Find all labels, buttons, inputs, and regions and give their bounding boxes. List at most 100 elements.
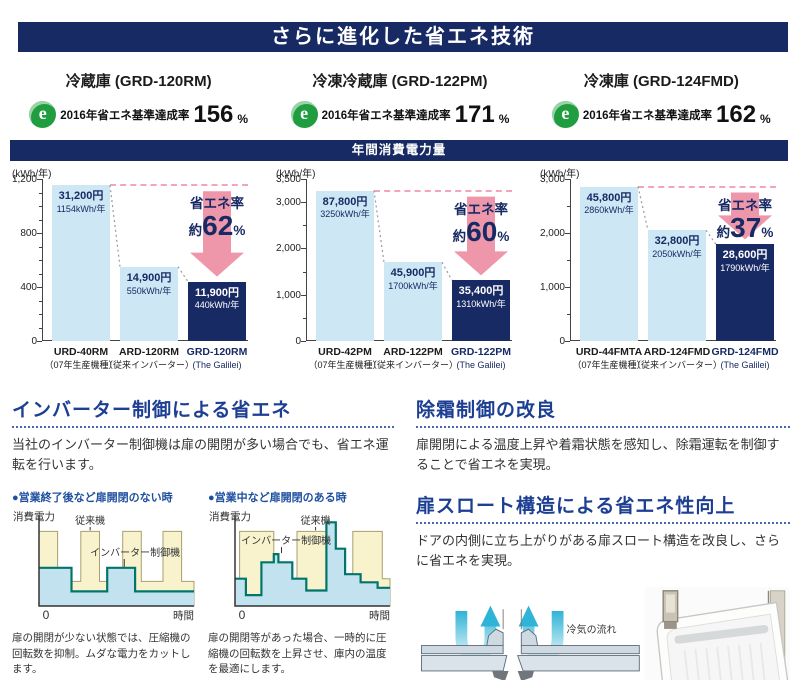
model-label: ARD-122PM	[383, 346, 443, 358]
energy-rating: e 2016年省エネ基準達成率 171 %	[269, 101, 530, 128]
bar-galilei	[188, 281, 246, 341]
x-axis-label: GRD-122PM (The Galilei)	[434, 346, 528, 371]
bar-value-annotation: 35,400円 1310kWh/年	[441, 285, 521, 310]
model-note: (The Galilei)	[192, 359, 242, 370]
y-minor-tick	[39, 219, 42, 221]
y-axis-title: 消費電力	[209, 510, 251, 523]
inverter-series-label: インバーター制御機	[241, 534, 331, 547]
chart-overlay	[109, 185, 244, 282]
savings-value-line: 約60%	[419, 217, 543, 246]
y-major-tick	[301, 202, 306, 204]
savings-approx: 約	[716, 224, 731, 240]
savings-approx: 約	[452, 228, 467, 244]
y-minor-tick	[39, 246, 42, 248]
x-axis-label: GRD-120RM (The Galilei)	[170, 346, 264, 371]
bar-kwh-label: 550kWh/年	[126, 285, 172, 296]
inverter-section: インバーター制御による省エネ 当社のインバーター制御機は扉の開閉が多い場合でも、…	[12, 395, 394, 680]
throat-section-body: ドアの内側に立ち上がりがある扉スロート構造を改良し、さらに省エネを実現。	[416, 533, 781, 569]
y-tick-label: 1,200	[11, 174, 37, 185]
defrost-section: 除霜制御の改良 扉開閉による温度上昇や着霜状態を感知し、除霜運転を制御することで…	[416, 395, 790, 475]
model-label: ARD-120RM	[118, 346, 180, 358]
model-note: （従来インバーター）	[103, 359, 194, 370]
bar-kwh-label: 2860kWh/年	[584, 205, 634, 216]
bar-price-label: 31,200円	[58, 190, 104, 203]
product-header-row: 冷蔵庫 (GRD-120RM) e 2016年省エネ基準達成率 156 % 冷凍…	[0, 70, 800, 128]
inverter-series-label: インバーター制御機	[90, 546, 180, 559]
model-note: (The Galilei)	[720, 359, 770, 370]
y-minor-tick	[567, 206, 570, 207]
energy-rating: e 2016年省エネ基準達成率 156 %	[8, 101, 269, 128]
subchart-caption: 扉の開閉が少ない状態では、圧縮機の回転数を抑制。ムダな電力をカットします。	[12, 632, 191, 675]
rating-value: 156	[193, 100, 234, 128]
bar	[52, 185, 110, 341]
x-axis-label: URD-42PM （07年生産機種）	[298, 346, 392, 371]
rating-label: 2016年省エネ基準達成率	[60, 109, 190, 122]
dotted-connector	[637, 186, 649, 231]
y-minor-tick	[303, 271, 306, 273]
model-note: （07年生産機種）	[44, 359, 118, 370]
y-axis-unit-label: (kWh/年)	[276, 169, 316, 180]
bar-price-label: 87,800円	[322, 195, 368, 208]
y-minor-tick	[39, 273, 42, 275]
bar-value-annotation: 11,900円 440kWh/年	[177, 287, 257, 312]
savings-value-line: 約62%	[155, 211, 279, 240]
x-axis-label: ARD-120RM （従来インバーター）	[102, 346, 196, 371]
rating-label: 2016年省エネ基準達成率	[321, 109, 451, 122]
bar-value-annotation: 31,200円 1154kWh/年	[41, 190, 121, 215]
y-axis-title: 消費電力	[13, 510, 55, 523]
bar-kwh-label: 2050kWh/年	[652, 249, 702, 260]
energy-e-icon: e	[290, 101, 318, 128]
bar-price-label: 28,600円	[722, 249, 768, 262]
x-axis-label: GRD-124FMD (The Galilei)	[698, 346, 792, 371]
y-major-tick	[37, 287, 42, 288]
bar-value-annotation: 32,800円 2050kWh/年	[637, 235, 717, 260]
rating-value: 171	[454, 100, 495, 128]
savings-down-arrow	[718, 192, 772, 240]
throat-diagram-row: 冷気の流れ	[416, 582, 790, 680]
model-note: （従来インバーター）	[367, 359, 458, 370]
model-label: GRD-122PM	[450, 346, 512, 358]
page-title: さらに進化した省エネ技術	[18, 22, 788, 52]
conventional-series-label: 従来機	[301, 514, 331, 527]
y-major-tick	[37, 179, 42, 180]
bar-galilei	[716, 244, 774, 341]
defrost-section-body: 扉開閉による温度上昇や着霜状態を感知し、除霜運転を制御することで省エネを実現。	[416, 437, 780, 473]
reference-dashed-line	[110, 184, 248, 187]
savings-callout: 省エネ率 約37%	[683, 198, 800, 243]
y-major-tick	[301, 248, 306, 250]
rating-unit: %	[237, 112, 249, 126]
y-major-tick	[301, 341, 306, 342]
model-note: （07年生産機種）	[308, 359, 382, 370]
y-minor-tick	[303, 225, 306, 227]
bar	[120, 266, 178, 341]
energy-e-icon: e	[551, 101, 579, 128]
door-panels	[420, 608, 640, 671]
savings-down-arrow	[454, 196, 508, 276]
savings-percent-unit: %	[233, 223, 246, 239]
bar-chart-freezer-refrigerator: (kWh/年) 0 1,000 2,000 3,000 3,500 87,800円 3250k…	[270, 165, 530, 381]
model-note: （07年生産機種）	[572, 359, 646, 370]
model-note: （従来インバーター）	[631, 359, 722, 370]
subchart-doors-closed: ●営業終了後など扉開閉のない時 消費電力 0 時間 従来機 インバーター制御機 扉の開閉…	[12, 489, 198, 677]
dotted-connector	[177, 266, 189, 282]
subchart-doors-open: ●営業中など扉開閉のある時 消費電力 0 時間 従来機 インバーター制御機 扉の開閉等が…	[208, 489, 394, 677]
rating-value: 162	[716, 100, 757, 128]
y-tick-label: 2,000	[275, 243, 301, 255]
bar-galilei	[452, 280, 510, 341]
y-major-tick	[37, 233, 42, 234]
origin-label: 0	[239, 608, 246, 622]
product-freezer-refrigerator: 冷凍冷蔵庫 (GRD-122PM) e 2016年省エネ基準達成率 171 %	[269, 70, 530, 128]
model-label: URD-44FMTA	[575, 346, 643, 358]
product-refrigerator: 冷蔵庫 (GRD-120RM) e 2016年省エネ基準達成率 156 %	[8, 70, 269, 128]
throat-section-title: 扉スロート構造による省エネ性向上	[416, 491, 790, 525]
savings-percent-value: 60	[466, 215, 498, 247]
bar-price-label: 11,900円	[194, 286, 240, 299]
bar-kwh-label: 3250kWh/年	[320, 209, 370, 220]
y-tick-label: 3,000	[275, 197, 301, 209]
chart-overlay	[373, 190, 508, 281]
bottom-sections: インバーター制御による省エネ 当社のインバーター制御機は扉の開閉が多い場合でも、…	[0, 395, 800, 680]
y-tick-label: 3,500	[275, 174, 301, 185]
brochure-page: さらに進化した省エネ技術 冷蔵庫 (GRD-120RM) e 2016年省エネ基…	[0, 22, 800, 680]
axes	[38, 515, 194, 608]
inverter-subcharts: ●営業終了後など扉開閉のない時 消費電力 0 時間 従来機 インバーター制御機 扉の開閉…	[12, 489, 394, 677]
